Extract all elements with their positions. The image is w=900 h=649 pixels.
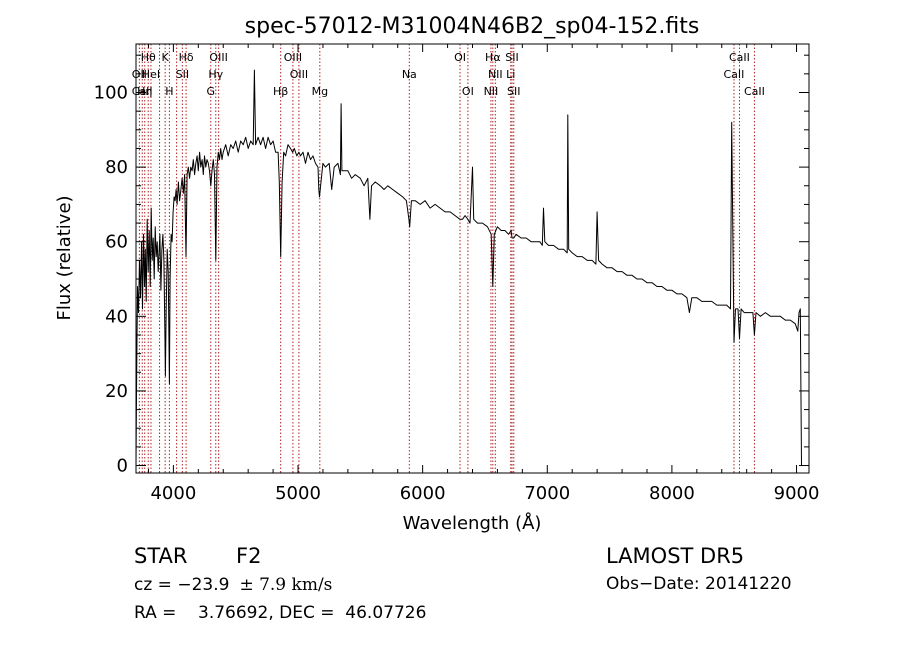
line-label: OI [462, 85, 474, 98]
line-label: Hβ [273, 85, 288, 98]
x-tick-label: 7000 [524, 483, 570, 504]
line-label: Mg [312, 85, 328, 98]
line-label: K [162, 51, 170, 64]
line-label: G [207, 85, 216, 98]
cz-prefix: cz = [134, 575, 177, 595]
line-label: OIII [290, 68, 308, 81]
line-label: Hθ [141, 51, 156, 64]
x-tick-label: 5000 [275, 483, 321, 504]
y-tick-label: 100 [94, 82, 128, 103]
obs-date: Obs−Date: 20141220 [606, 574, 792, 594]
plot-frame [135, 43, 810, 474]
x-axis-ticks: 4000 5000 6000 7000 8000 9000 [147, 44, 820, 504]
line-label: OIII [209, 51, 227, 64]
x-tick-label: 6000 [400, 483, 446, 504]
y-axis-ticks: 0 20 40 60 80 100 [94, 54, 809, 477]
y-tick-label: 60 [105, 232, 128, 253]
y-tick-label: 20 [105, 381, 128, 402]
line-label: H [165, 85, 173, 98]
spectrum-series [135, 69, 802, 466]
line-label: SII [505, 51, 518, 64]
cz-uncertainty: ± 7.9 km/s [239, 575, 332, 595]
line-label: SII [507, 85, 520, 98]
line-label: Hη [137, 85, 152, 98]
y-tick-label: 40 [105, 306, 128, 327]
object-subclass: F2 [236, 544, 261, 568]
spectrum-line-0 [135, 69, 802, 466]
line-label: OI [454, 51, 466, 64]
x-tick-label: 8000 [649, 483, 695, 504]
line-label: CaII [724, 68, 745, 81]
line-label: Hγ [208, 68, 223, 81]
line-label: Hα [485, 51, 501, 64]
survey-name: LAMOST DR5 [606, 544, 744, 568]
line-label: NII [488, 68, 503, 81]
line-label: Na [402, 68, 417, 81]
line-label: OIII [284, 51, 302, 64]
chart-title: spec-57012-M31004N46B2_sp04-152.fits [245, 14, 700, 39]
y-axis-label: Flux (relative) [54, 195, 75, 320]
cz-label: cz = −23.9 ± 7.9 km/s [134, 575, 332, 595]
line-label: Hδ [179, 51, 194, 64]
x-tick-label: 9000 [774, 483, 820, 504]
y-tick-label: 0 [117, 456, 128, 477]
ra-dec: RA = 3.76692, DEC = 46.07726 [134, 603, 426, 623]
x-axis-label: Wavelength (Å) [403, 512, 542, 534]
line-label: SII [176, 68, 189, 81]
line-label: Li [506, 68, 515, 81]
y-tick-label: 80 [105, 157, 128, 178]
cz-value: −23.9 [177, 575, 229, 595]
line-label: CaII [744, 85, 765, 98]
line-label: CaII [729, 51, 750, 64]
line-label: HeI [142, 68, 160, 81]
x-tick-label: 4000 [150, 483, 196, 504]
spectral-line-markers [138, 44, 755, 473]
line-label: NII [484, 85, 499, 98]
object-class: STAR [134, 544, 187, 568]
line-label: CaII [132, 85, 153, 98]
